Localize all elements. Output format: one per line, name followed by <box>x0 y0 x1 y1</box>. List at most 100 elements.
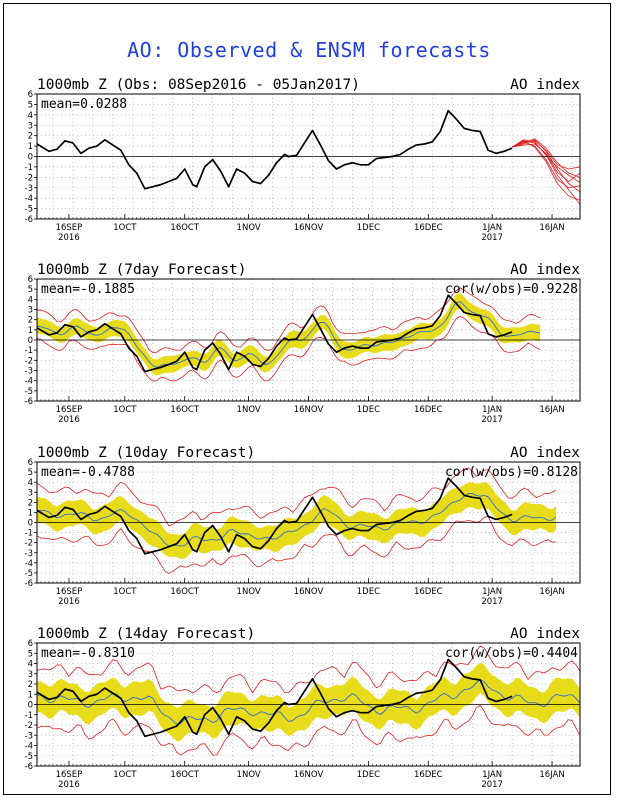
x-tick-year: 2017 <box>481 597 503 607</box>
ensemble-band <box>37 293 541 376</box>
y-tick-label: -6 <box>25 397 33 407</box>
x-tick-label: 1OCT <box>113 587 137 597</box>
y-tick-label: 6 <box>28 639 33 649</box>
y-tick-label: 4 <box>28 111 33 121</box>
y-tick-label: 1 <box>28 326 33 336</box>
y-tick-label: 6 <box>28 90 33 100</box>
ensemble-mean-line <box>37 679 580 725</box>
spread-upper-line <box>37 287 541 354</box>
x-tick-label: 16JAN <box>539 405 564 415</box>
y-tick-label: -3 <box>25 731 33 741</box>
y-tick-label: 6 <box>28 458 33 468</box>
x-tick-label: 16NOV <box>294 223 324 233</box>
y-tick-label: 0 <box>28 153 33 163</box>
figure-frame <box>3 3 611 795</box>
plot-area <box>37 462 580 583</box>
x-tick-label: 16DEC <box>414 223 443 233</box>
y-tick-label: -6 <box>25 215 33 225</box>
panel-title: 1000mb Z (7day Forecast) <box>37 262 247 278</box>
x-tick-label: 16SEP <box>56 587 83 597</box>
y-tick-label: 4 <box>28 295 33 305</box>
x-tick-label: 1OCT <box>113 405 137 415</box>
y-tick-label: 1 <box>28 142 33 152</box>
x-tick-label: 1OCT <box>113 223 137 233</box>
y-tick-label: -4 <box>25 377 33 387</box>
x-tick-label: 1NOV <box>237 770 261 780</box>
x-tick-label: 16NOV <box>294 770 324 780</box>
x-tick-year: 2016 <box>58 780 80 790</box>
y-tick-label: 4 <box>28 660 33 670</box>
y-tick-label: -3 <box>25 367 33 377</box>
x-tick-label: 16DEC <box>414 770 443 780</box>
panel-1: 1000mb Z (Obs: 08Sep2016 - 05Jan2017) AO … <box>25 77 581 243</box>
y-tick-label: 3 <box>28 488 33 498</box>
y-tick-label: 3 <box>28 121 33 131</box>
x-tick-label: 16JAN <box>539 770 564 780</box>
observed-line <box>37 658 513 738</box>
x-tick-label: 1JAN <box>482 770 502 780</box>
panel-title: 1000mb Z (14day Forecast) <box>37 626 255 642</box>
y-tick-label: 4 <box>28 478 33 488</box>
panel-4: 1000mb Z (14day Forecast) AO index mean=-0… <box>25 626 581 790</box>
panel-right-label: AO index <box>510 77 580 93</box>
y-tick-label: 1 <box>28 508 33 518</box>
y-tick-label: -1 <box>25 529 33 539</box>
y-tick-label: -6 <box>25 762 33 772</box>
panel-title: 1000mb Z (10day Forecast) <box>37 445 255 461</box>
x-tick-label: 16NOV <box>294 587 324 597</box>
spread-upper-line <box>37 467 557 526</box>
main-title: AO: Observed & ENSM forecasts <box>127 38 491 62</box>
x-tick-label: 1DEC <box>357 587 380 597</box>
x-tick-label: 16DEC <box>414 587 443 597</box>
y-tick-label: 2 <box>28 680 33 690</box>
y-tick-label: -5 <box>25 387 33 397</box>
x-tick-label: 16OCT <box>170 770 199 780</box>
y-tick-label: 5 <box>28 649 33 659</box>
y-tick-label: 0 <box>28 701 33 711</box>
panel-title: 1000mb Z (Obs: 08Sep2016 - 05Jan2017) <box>37 77 360 93</box>
x-tick-label: 1NOV <box>237 223 261 233</box>
ensemble-member-line <box>512 143 580 183</box>
spread-lower-line <box>37 515 557 574</box>
spread-upper-line <box>37 645 580 694</box>
spread-lower-line <box>37 316 541 382</box>
y-tick-label: -5 <box>25 569 33 579</box>
y-tick-label: 6 <box>28 275 33 285</box>
x-tick-label: 16SEP <box>56 405 83 415</box>
x-tick-year: 2016 <box>58 233 80 243</box>
y-tick-label: 5 <box>28 468 33 478</box>
observed-line <box>37 477 513 555</box>
ensemble-member-line <box>511 140 580 201</box>
x-tick-label: 1JAN <box>482 587 502 597</box>
x-tick-label: 16NOV <box>294 405 324 415</box>
y-tick-label: -2 <box>25 173 33 183</box>
y-tick-label: -5 <box>25 752 33 762</box>
spread-lower-line <box>37 704 580 756</box>
y-tick-label: -4 <box>25 559 33 569</box>
y-tick-label: 3 <box>28 306 33 316</box>
y-tick-label: -2 <box>25 721 33 731</box>
y-tick-label: -1 <box>25 346 33 356</box>
y-tick-label: -1 <box>25 711 33 721</box>
y-tick-label: 5 <box>28 100 33 110</box>
x-tick-year: 2017 <box>481 233 503 243</box>
y-tick-label: -6 <box>25 579 33 589</box>
panel-3: 1000mb Z (10day Forecast) AO index mean=-0… <box>25 445 581 607</box>
ensemble-member-line <box>512 139 580 193</box>
y-tick-label: 0 <box>28 519 33 529</box>
observed-line <box>37 294 513 373</box>
observed-line <box>37 109 513 190</box>
x-tick-label: 1NOV <box>237 405 261 415</box>
y-tick-label: 1 <box>28 690 33 700</box>
x-tick-label: 1NOV <box>237 587 261 597</box>
y-tick-label: -4 <box>25 194 33 204</box>
x-tick-label: 1DEC <box>357 770 380 780</box>
y-tick-label: -3 <box>25 549 33 559</box>
plot-area <box>37 94 580 219</box>
plot-area <box>37 279 580 401</box>
ensemble-mean-line <box>37 493 557 547</box>
ensemble-band <box>37 662 580 742</box>
x-tick-label: 16OCT <box>170 405 199 415</box>
x-tick-year: 2017 <box>481 415 503 425</box>
ensemble-member-line <box>511 140 580 170</box>
